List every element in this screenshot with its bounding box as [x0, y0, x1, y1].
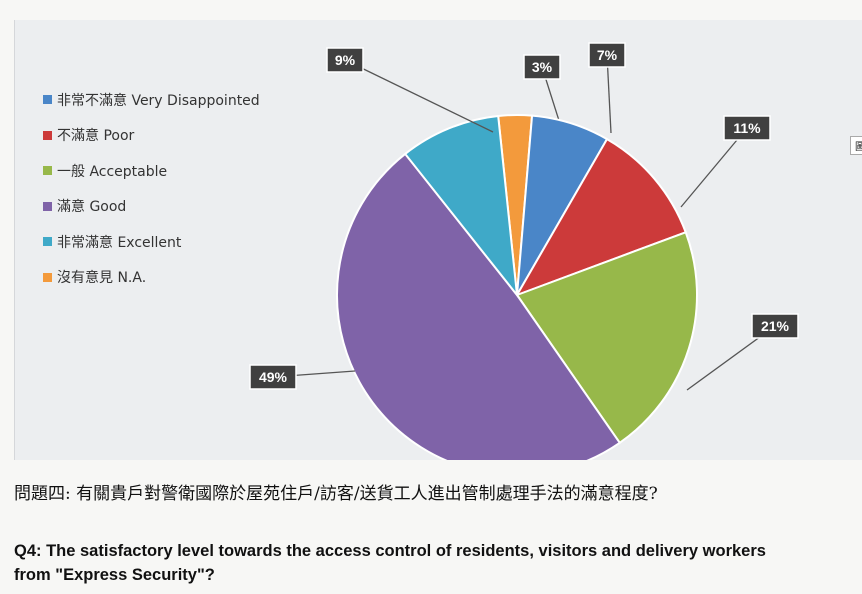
- data-label: 9%: [335, 52, 356, 68]
- data-label-box: [751, 313, 799, 339]
- legend-swatch: [43, 130, 52, 140]
- legend-label: 非常不滿意 Very Disappointed: [57, 92, 260, 109]
- legend-item: 沒有意見 N.A.: [43, 260, 260, 296]
- legend-item: 非常滿意 Excellent: [43, 224, 260, 260]
- data-label: 11%: [733, 120, 761, 136]
- legend-swatch: [43, 166, 52, 176]
- question-title-english: Q4: The satisfactory level towards the a…: [14, 542, 766, 584]
- data-label-box: [588, 42, 626, 68]
- legend-item: 滿意 Good: [43, 189, 260, 225]
- data-label: 7%: [597, 47, 618, 63]
- data-label: 21%: [761, 318, 790, 334]
- legend-item: 非常不滿意 Very Disappointed: [43, 82, 260, 118]
- data-label-box: [326, 47, 364, 73]
- legend-item: 不滿意 Poor: [43, 118, 260, 154]
- legend-label: 滿意 Good: [57, 199, 127, 216]
- data-label-box: [523, 54, 561, 80]
- data-label-box: [723, 115, 771, 141]
- legend-label: 沒有意見 N.A.: [57, 270, 147, 287]
- legend-swatch: [43, 272, 52, 282]
- legend-swatch: [43, 201, 52, 211]
- pie-chart: 3% 7% 11% 21% 49% 9%: [249, 42, 799, 460]
- pie-slice: [514, 137, 687, 297]
- legend-label: 不滿意 Poor: [57, 128, 135, 145]
- leader-line: [680, 127, 748, 208]
- legend-swatch: [43, 237, 52, 247]
- pie-slice: [336, 152, 622, 460]
- pie-slice: [403, 114, 519, 299]
- legend-swatch: [43, 95, 52, 105]
- leader-line: [344, 59, 494, 133]
- data-label: 3%: [532, 59, 553, 75]
- data-label-box: [249, 364, 297, 390]
- pie-slice: [515, 230, 698, 445]
- legend-label: 一般 Acceptable: [57, 163, 168, 180]
- chart-area: 3% 7% 11% 21% 49% 9% 非常不滿意 Very Disappointed 不…: [14, 20, 862, 460]
- legend-label: 非常滿意 Excellent: [57, 234, 182, 251]
- question-title-chinese: 問題四: 有關貴戶對警衛國際於屋苑住戶/訪客/送貨工人進出管制處理手法的滿意程度…: [14, 484, 658, 504]
- leader-line: [606, 54, 612, 134]
- legend-item: 一般 Acceptable: [43, 153, 260, 189]
- legend: 非常不滿意 Very Disappointed 不滿意 Poor 一般 Accept…: [43, 82, 260, 295]
- data-label: 49%: [259, 369, 288, 385]
- chart-tab-label: 圖表: [850, 136, 862, 155]
